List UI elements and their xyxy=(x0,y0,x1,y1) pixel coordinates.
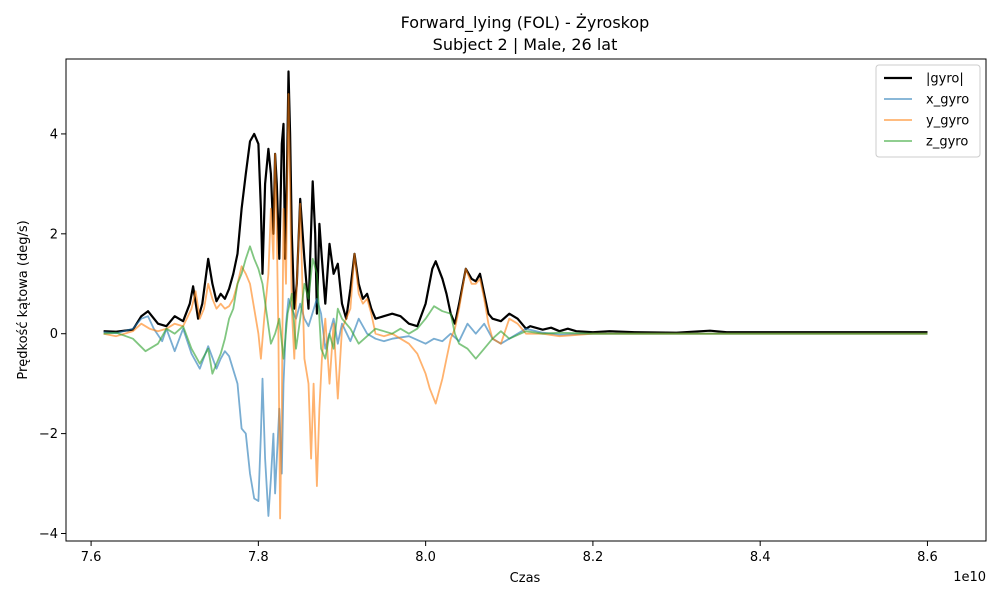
series-line-gyro xyxy=(103,70,928,334)
x-tick-label: 8.6 xyxy=(917,550,938,565)
series-line-y-gyro xyxy=(103,93,928,520)
legend-label: x_gyro xyxy=(926,93,969,108)
legend: |gyro| x_gyro y_gyro z_gyro xyxy=(875,64,981,158)
plot-area xyxy=(103,70,928,520)
x-tick-label: 8.2 xyxy=(583,550,604,565)
y-tick-label: 2 xyxy=(50,227,58,242)
x-tick-label: 7.8 xyxy=(248,550,269,565)
x-tick-label: 8.4 xyxy=(750,550,771,565)
chart-subtitle: Subject 2 | Male, 26 lat xyxy=(433,35,618,54)
y-tick-label: −2 xyxy=(39,427,58,442)
x-axis-offset-label: 1e10 xyxy=(953,570,986,585)
x-axis-label: Czas xyxy=(510,571,541,586)
y-tick-label: −4 xyxy=(39,527,58,542)
y-axis-label: Prędkość kątowa (deg/s) xyxy=(16,220,31,379)
x-axis: 7.6 7.8 8.0 8.2 8.4 8.6 xyxy=(81,541,938,565)
y-axis: −4 −2 0 2 4 xyxy=(39,127,66,542)
legend-label: |gyro| xyxy=(926,72,964,87)
legend-label: z_gyro xyxy=(926,135,968,150)
y-tick-label: 0 xyxy=(50,327,58,342)
y-tick-label: 4 xyxy=(50,127,58,142)
legend-label: y_gyro xyxy=(926,114,969,129)
series-line-z-gyro xyxy=(103,245,928,375)
x-tick-label: 8.0 xyxy=(415,550,436,565)
legend-box xyxy=(875,64,981,158)
plot-frame xyxy=(65,58,987,542)
x-tick-label: 7.6 xyxy=(81,550,102,565)
chart-title: Forward_lying (FOL) - Żyroskop xyxy=(401,13,650,33)
